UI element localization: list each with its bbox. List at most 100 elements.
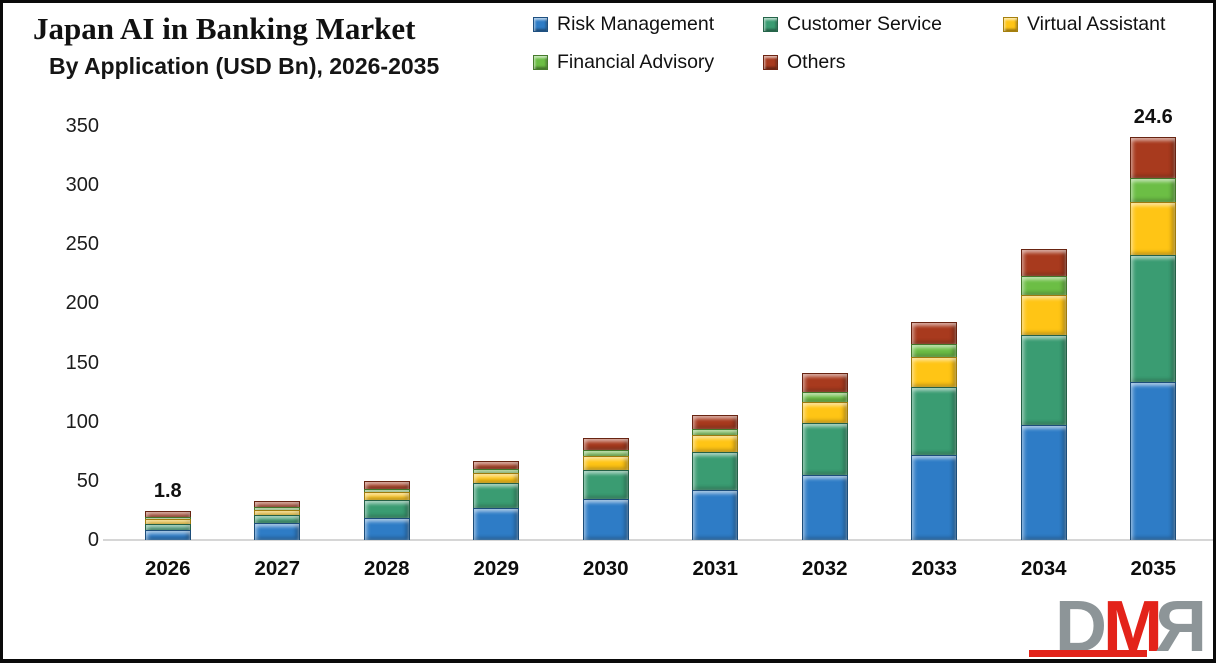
bar-segment	[692, 428, 739, 435]
x-tick-label: 2026	[144, 557, 191, 580]
legend-label: Others	[787, 51, 846, 73]
bar-segment	[254, 515, 301, 524]
bar-segment	[473, 483, 520, 509]
bar-segment	[1130, 136, 1177, 179]
y-tick-label: 200	[65, 292, 99, 315]
bar-segment	[911, 322, 958, 344]
bar-segment	[911, 356, 958, 388]
bar-segment	[473, 469, 520, 473]
bar-column-2032	[770, 126, 880, 540]
bar-segment	[144, 511, 191, 517]
y-tick-label: 300	[65, 174, 99, 197]
bar-column-2030	[551, 126, 661, 540]
bar-segment	[1020, 276, 1067, 296]
x-tick-label: 2027	[254, 557, 301, 580]
bar-segment	[254, 523, 301, 540]
bar-column-2029	[442, 126, 552, 540]
bar-segment	[801, 422, 848, 475]
legend-item-virtual-assistant: Virtual Assistant	[1003, 13, 1165, 36]
bar-segment	[144, 524, 191, 530]
stacked-bar	[254, 501, 301, 540]
logo-letter: D	[1055, 586, 1107, 663]
bar-segment	[1130, 381, 1177, 540]
bar-segment	[144, 529, 191, 540]
bar-segment	[1130, 178, 1177, 202]
bar-column-2033	[880, 126, 990, 540]
bar-segment	[144, 519, 191, 525]
bar-segment	[582, 449, 629, 457]
bar-column-2026: 1.8	[113, 126, 223, 540]
bar-segment	[801, 392, 848, 402]
legend-marker-icon	[1003, 17, 1018, 32]
legend-item-financial-advisory: Financial Advisory	[533, 51, 763, 74]
y-tick-label: 50	[76, 469, 99, 492]
bar-segment	[692, 452, 739, 491]
bar-segment	[801, 373, 848, 393]
bar-value-label: 24.6	[1133, 105, 1173, 128]
bar-segment	[1020, 249, 1067, 277]
bar-segment	[801, 474, 848, 540]
bar-segment	[801, 401, 848, 423]
stacked-bar	[363, 481, 410, 540]
y-tick-label: 250	[65, 233, 99, 256]
stacked-bar	[1020, 249, 1067, 540]
bar-column-2034	[989, 126, 1099, 540]
y-tick-label: 0	[87, 529, 99, 551]
bar-segment	[582, 498, 629, 540]
bar-segment	[911, 343, 958, 357]
bar-column-2031	[661, 126, 771, 540]
legend-label: Financial Advisory	[557, 51, 715, 73]
legend-marker-icon	[763, 17, 778, 32]
bar-segment	[363, 499, 410, 518]
legend-marker-icon	[763, 55, 778, 70]
bar-segment	[473, 508, 520, 540]
legend-item-others: Others	[763, 51, 1003, 74]
stacked-bar	[801, 373, 848, 540]
bars-area: 1.8 24.6	[113, 106, 1209, 540]
legend-label: Virtual Assistant	[1027, 13, 1166, 35]
bar-segment	[692, 414, 739, 429]
bar-segment	[254, 507, 301, 510]
legend-label: Customer Service	[787, 13, 942, 35]
plot-region: 0 50 100 150 200 250 300 350 1.8 24.6 2026 2027 20…	[3, 3, 1213, 659]
bar-segment	[911, 454, 958, 540]
bar-segment	[1130, 201, 1177, 255]
bar-column-2027	[223, 126, 333, 540]
legend-item-customer-service: Customer Service	[763, 13, 1003, 36]
bar-segment	[1130, 254, 1177, 382]
legend-marker-icon	[533, 17, 548, 32]
bar-segment	[582, 456, 629, 471]
x-tick-label: 2029	[473, 557, 520, 580]
x-tick-label: 2031	[692, 557, 739, 580]
stacked-bar	[692, 414, 739, 540]
bar-segment	[582, 437, 629, 450]
bar-segment	[692, 490, 739, 540]
bar-segment	[254, 501, 301, 508]
bar-segment	[692, 434, 739, 453]
stacked-bar	[911, 322, 958, 540]
bar-segment	[363, 481, 410, 489]
legend-label: Risk Management	[557, 13, 715, 35]
legend: Risk Management Customer Service Virtual A…	[533, 13, 1165, 74]
x-tick-label: 2030	[582, 557, 629, 580]
chart-title: Japan AI in Banking Market	[33, 11, 416, 46]
stacked-bar	[473, 461, 520, 540]
bar-column-2035: 24.6	[1099, 106, 1209, 540]
bar-value-label: 1.8	[153, 480, 182, 503]
stacked-bar	[144, 511, 191, 540]
bar-segment	[911, 387, 958, 455]
bar-segment	[254, 509, 301, 516]
x-tick-label: 2028	[363, 557, 410, 580]
bar-segment	[363, 488, 410, 492]
stacked-bar	[1130, 136, 1177, 540]
bar-segment	[1020, 335, 1067, 426]
bar-segment	[473, 461, 520, 470]
logo-letter: M	[1103, 586, 1163, 663]
legend-item-risk-management: Risk Management	[533, 13, 763, 36]
legend-marker-icon	[533, 55, 548, 70]
bar-segment	[363, 491, 410, 500]
bar-segment	[1020, 295, 1067, 336]
x-axis-labels: 2026 2027 2028 2029 2030 2031 2032 2033 2034 2035	[113, 557, 1208, 581]
